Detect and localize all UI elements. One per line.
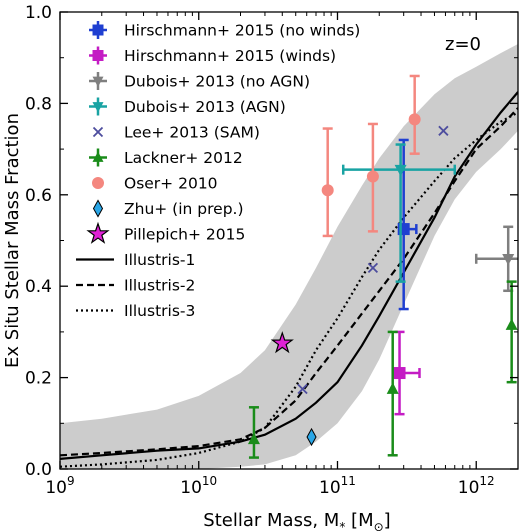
legend-label: Oser+ 2010 xyxy=(124,175,218,193)
marker-circle xyxy=(321,184,334,197)
data-point-4-0 xyxy=(392,330,421,416)
legend-entry-6: Oser+ 2010 xyxy=(92,175,218,193)
legend-marker-triangle-up xyxy=(92,151,104,162)
y-tick-label: 0.4 xyxy=(25,277,52,297)
marker-triangle-up xyxy=(505,318,518,330)
legend-marker-square xyxy=(92,24,104,36)
x-tick-label: 109 xyxy=(45,474,74,498)
x-tick-exponent: 10 xyxy=(202,474,217,488)
marker-square xyxy=(393,367,406,380)
legend-label: Dubois+ 2013 (no AGN) xyxy=(124,73,310,91)
legend-entry-11: Illustris-3 xyxy=(76,302,195,320)
legend-entry-7: Zhu+ (in prep.) xyxy=(92,199,244,218)
legend-label: Illustris-3 xyxy=(124,302,195,320)
legend-label: Pillepich+ 2015 xyxy=(124,226,245,244)
marker-star xyxy=(270,331,294,354)
data-point-10-0 xyxy=(306,427,317,447)
legend-entry-8: Pillepich+ 2015 xyxy=(86,221,245,244)
data-point-7-2 xyxy=(438,125,449,136)
legend-entry-10: Illustris-2 xyxy=(76,277,195,295)
data-point-9-0 xyxy=(321,127,334,238)
x-axis-label-main: Stellar Mass, M xyxy=(203,510,339,531)
x-axis-label-subscript: * xyxy=(339,520,345,531)
marker-x xyxy=(367,262,379,274)
legend-label: Hirschmann+ 2015 (winds) xyxy=(124,47,336,65)
y-tick-label: 0.8 xyxy=(25,94,52,114)
x-tick-exponent: 9 xyxy=(67,474,75,488)
legend-marker-square xyxy=(92,50,104,61)
legend-entry-4: Lee+ 2013 (SAM) xyxy=(92,124,260,142)
legend-label: Illustris-2 xyxy=(124,277,195,295)
legend-entry-3: Dubois+ 2013 (AGN) xyxy=(89,97,286,116)
series-line-2 xyxy=(60,111,518,468)
legend-entry-2: Dubois+ 2013 (no AGN) xyxy=(89,72,310,91)
legend-label: Hirschmann+ 2015 (no winds) xyxy=(124,22,360,40)
marker-x xyxy=(297,383,308,395)
marker-circle xyxy=(366,170,379,183)
legend-marker-triangle-down xyxy=(92,102,104,113)
series-line-0 xyxy=(60,91,518,460)
data-point-8-2 xyxy=(505,280,518,384)
x-axis-unit-close: ] xyxy=(384,510,391,531)
legend-marker-star xyxy=(86,221,110,244)
marker-triangle-up xyxy=(386,382,399,394)
legend-label: Lackner+ 2012 xyxy=(124,149,243,167)
x-tick-label: 1012 xyxy=(458,474,495,498)
x-tick-base: 10 xyxy=(45,478,67,498)
legend-entry-5: Lackner+ 2012 xyxy=(89,148,243,167)
marker-triangle-down xyxy=(502,253,515,266)
legend-label: Lee+ 2013 (SAM) xyxy=(124,124,260,142)
data-point-9-1 xyxy=(366,122,379,233)
x-axis-label: Stellar Mass, M* [M⊙] xyxy=(203,510,390,531)
legend-label: Dubois+ 2013 (AGN) xyxy=(124,98,286,116)
x-axis-unit-subscript: ⊙ xyxy=(374,520,384,531)
plot-area xyxy=(60,44,518,469)
y-tick-label: 0.2 xyxy=(25,369,52,389)
marker-circle xyxy=(408,113,421,126)
series-line-1 xyxy=(60,107,518,457)
legend-entry-9: Illustris-1 xyxy=(76,251,195,269)
legend-label: Illustris-1 xyxy=(124,251,195,269)
legend-label: Zhu+ (in prep.) xyxy=(124,200,244,218)
legend-marker-triangle-down xyxy=(92,76,104,88)
data-point-7-0 xyxy=(297,383,308,395)
x-tick-base: 10 xyxy=(319,478,341,498)
data-point-9-2 xyxy=(408,74,421,155)
data-point-6-0 xyxy=(341,143,456,283)
x-tick-exponent: 12 xyxy=(479,474,494,488)
x-tick-base: 10 xyxy=(180,478,202,498)
y-tick-label: 0.6 xyxy=(25,186,52,206)
y-tick-label: 0.0 xyxy=(25,460,52,480)
x-axis-unit-open: [M xyxy=(351,510,374,531)
legend-entry-0: Hirschmann+ 2015 (no winds) xyxy=(89,21,360,40)
x-tick-label: 1011 xyxy=(319,474,356,498)
y-tick-label: 1.0 xyxy=(25,3,52,23)
x-tick-exponent: 11 xyxy=(341,474,356,488)
x-tick-label: 1010 xyxy=(180,474,217,498)
marker-diamond xyxy=(306,427,317,447)
legend-marker-diamond xyxy=(92,199,104,218)
data-point-7-1 xyxy=(367,262,379,274)
marker-x xyxy=(438,125,449,136)
x-tick-base: 10 xyxy=(458,478,480,498)
data-point-8-1 xyxy=(386,330,399,457)
marker-triangle-down xyxy=(394,164,407,177)
marker-triangle-up xyxy=(247,432,260,445)
legend-marker-x xyxy=(92,126,104,138)
data-point-8-0 xyxy=(247,406,260,459)
legend: Hirschmann+ 2015 (no winds) Hirschmann+ 2… xyxy=(76,21,360,320)
legend-entry-1: Hirschmann+ 2015 (winds) xyxy=(89,46,336,65)
legend-marker-circle xyxy=(92,177,104,189)
y-axis-label: Ex Situ Stellar Mass Fraction xyxy=(2,113,23,368)
data-point-5-0 xyxy=(474,225,518,293)
redshift-annotation: z=0 xyxy=(445,34,481,55)
data-point-11-0 xyxy=(270,331,294,354)
